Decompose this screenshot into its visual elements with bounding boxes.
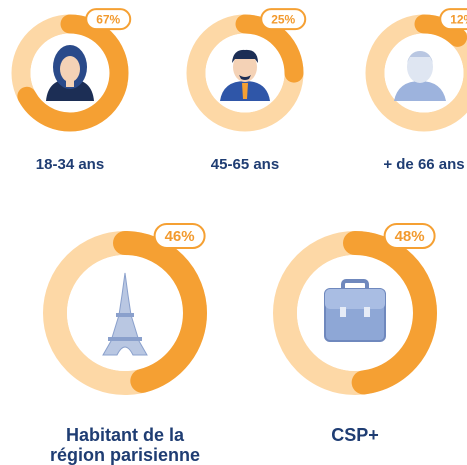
value-badge [153, 223, 206, 249]
value-badge [383, 223, 436, 249]
icon-briefcase [324, 279, 386, 342]
donut-layer [11, 14, 467, 395]
value-label: 67% [96, 12, 120, 26]
value-label: 25% [271, 12, 295, 26]
icon-young-woman [46, 45, 94, 101]
donut-arc [43, 231, 207, 395]
donut-arc [365, 14, 467, 132]
donut-title: + de 66 ans [383, 156, 464, 173]
icon-senior [394, 51, 446, 101]
donut-title: 45-65 ans [211, 156, 279, 173]
value-label: 46% [165, 228, 195, 245]
donut-title: Habitant de la [66, 425, 185, 445]
icon-eiffel-tower [102, 272, 148, 356]
value-badge [260, 8, 307, 31]
label-layer: 67% 18-34 ans 25% 45-65 ans 12% + de 66 ans 46… [36, 8, 467, 465]
value-label: 48% [395, 228, 425, 245]
value-badge [85, 8, 132, 31]
donut-arc [273, 231, 437, 395]
value-badge [439, 8, 467, 31]
donut-arc [186, 14, 304, 132]
icon-man [220, 49, 270, 101]
value-label: 12% [450, 12, 467, 26]
donut-title: CSP+ [331, 425, 379, 445]
donut-title: région parisienne [50, 445, 200, 465]
donut-title: 18-34 ans [36, 156, 104, 173]
donut-arc [11, 14, 129, 132]
